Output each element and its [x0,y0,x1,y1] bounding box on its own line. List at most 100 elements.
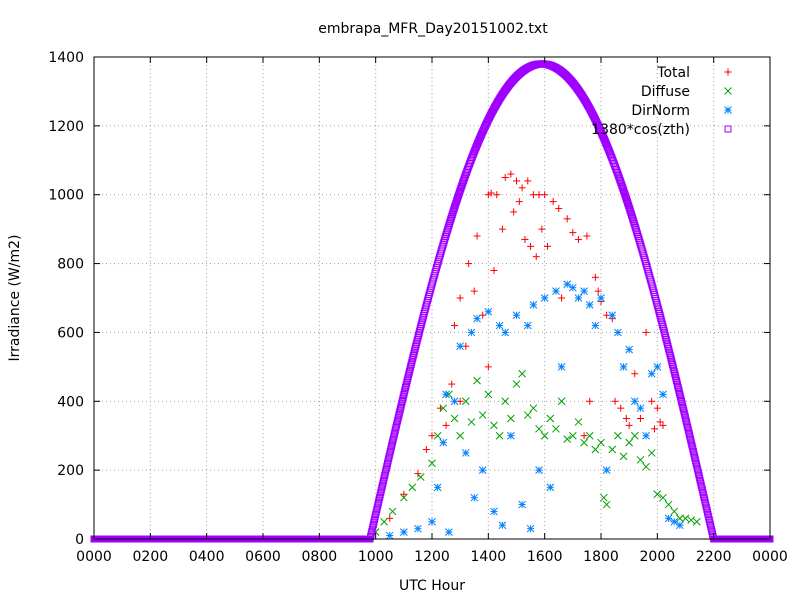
data-point [403,379,411,387]
data-point [418,318,426,326]
data-point [417,323,425,331]
data-point [692,457,700,465]
data-point [382,467,390,475]
data-point [501,328,510,337]
y-tick-label: 1200 [48,119,84,135]
data-point [433,483,442,492]
data-point [557,397,566,406]
series-2 [385,280,684,540]
data-point [417,320,425,328]
data-point [383,459,391,467]
data-point [416,327,424,335]
data-point [658,318,666,326]
data-point [629,214,637,222]
data-point [394,414,402,422]
legend-label: 1380*cos(zth) [591,122,690,138]
data-point [673,379,681,387]
data-point [380,476,388,484]
data-point [393,421,401,429]
data-point [386,450,394,458]
data-point [407,363,415,371]
data-point [687,435,695,443]
data-point [631,370,639,378]
data-point [414,334,422,342]
data-point [461,397,470,406]
data-point [518,369,526,378]
data-point [412,340,420,348]
data-point [685,428,693,436]
legend: Total Diffuse DirNorm 1380*cos(zth) [591,65,732,138]
data-point [690,450,698,458]
data-point [651,425,659,433]
data-point [408,356,416,364]
data-point [660,325,668,333]
data-point [450,205,458,213]
data-point [518,500,526,509]
data-point [416,325,424,333]
data-point [693,464,701,472]
legend-marker [724,87,732,95]
data-point [523,321,532,330]
data-point [390,431,398,439]
x-axis-label: UTC Hour [399,578,465,594]
data-point [629,216,637,224]
data-point [602,466,611,474]
series-0 [386,170,667,522]
data-point [676,521,684,530]
data-point [399,528,408,536]
data-point [540,431,549,440]
data-point [439,404,448,413]
data-point [447,216,455,224]
data-point [700,491,708,499]
y-tick-label: 1400 [48,50,84,66]
data-point [702,501,710,509]
data-point [518,184,526,192]
data-point [568,431,577,440]
data-point [512,380,521,388]
data-point [555,204,563,212]
data-point [664,342,672,350]
data-point [407,361,415,369]
data-point [473,314,481,323]
data-point [662,336,670,344]
data-point [538,225,546,233]
data-point [670,365,678,373]
data-point [698,486,706,494]
x-tick-label: 0400 [189,549,225,565]
data-point [568,283,577,292]
data-point [529,404,538,413]
data-point [415,329,423,337]
data-point [398,400,406,408]
data-point [659,493,667,502]
data-point [687,438,695,446]
y-tick-label: 800 [57,257,84,273]
data-point [661,329,669,337]
data-point [696,476,704,484]
data-point [705,515,713,523]
data-point [377,489,385,497]
data-point [674,381,682,389]
data-point [580,438,588,447]
legend-marker [724,68,732,76]
data-point [428,517,436,526]
data-point [371,513,379,521]
data-point [378,484,386,492]
data-point [642,431,650,440]
data-point [704,511,712,519]
data-point [622,415,630,422]
x-tick-label: 0200 [133,549,169,565]
data-point [428,432,436,440]
data-point [376,493,384,501]
data-point [642,328,650,336]
data-point [674,384,682,392]
data-point [546,414,555,423]
data-point [661,331,669,339]
data-point [388,440,396,448]
y-tick-label: 600 [57,325,84,341]
data-point [549,198,557,206]
data-point [384,457,392,465]
data-point [387,445,395,453]
data-point [614,431,622,440]
data-point [461,449,470,457]
data-point [689,447,697,455]
